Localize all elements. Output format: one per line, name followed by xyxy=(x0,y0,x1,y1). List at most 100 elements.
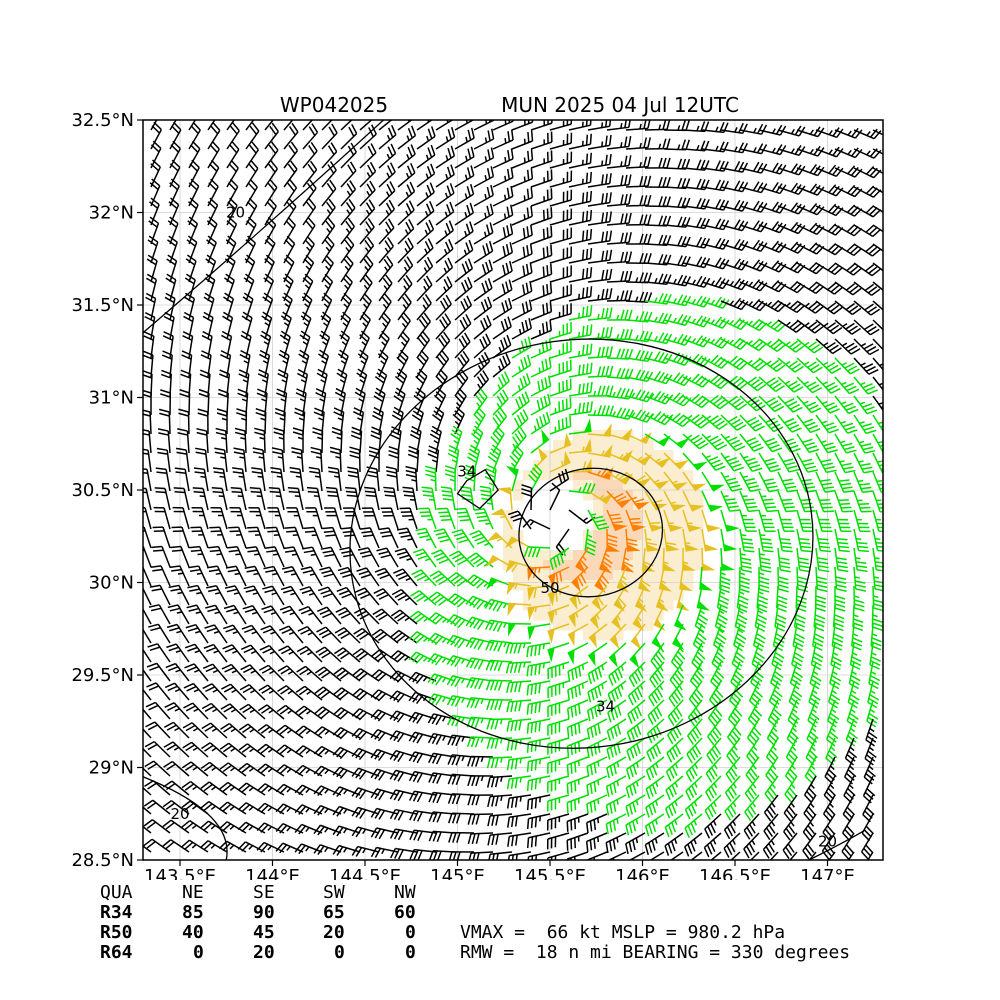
wind-barb xyxy=(568,381,593,397)
wind-barb xyxy=(701,394,729,410)
wind-barb xyxy=(359,527,380,549)
wind-barb xyxy=(783,813,798,841)
r64-sw: 0 xyxy=(334,942,345,963)
wind-barb xyxy=(687,718,703,745)
wind-barb xyxy=(302,546,323,568)
wind-barb xyxy=(506,794,532,809)
shade-cell xyxy=(623,570,634,581)
wind-barb xyxy=(783,794,798,822)
r50-se: 45 xyxy=(253,922,275,943)
wind-barb xyxy=(487,832,513,846)
wind-barb xyxy=(530,319,552,340)
wind-barb xyxy=(796,319,824,334)
wind-barb xyxy=(663,294,692,307)
shade-cell xyxy=(603,600,614,611)
wind-barb xyxy=(467,794,494,806)
col-header-se: SE xyxy=(253,882,275,903)
wind-barb xyxy=(815,146,844,158)
wind-barb xyxy=(372,608,399,625)
wind-barb xyxy=(202,663,228,682)
wind-barb xyxy=(397,218,415,245)
wind-barb xyxy=(352,648,380,663)
wind-barb xyxy=(587,268,613,283)
wind-barb xyxy=(276,704,304,720)
wind-barb xyxy=(376,547,399,568)
wind-barb xyxy=(262,585,285,606)
wind-barb xyxy=(454,332,471,359)
wind-barb xyxy=(143,799,171,815)
wind-barb xyxy=(341,526,361,549)
shade-cell xyxy=(613,530,624,541)
shade-cell xyxy=(643,570,654,581)
wind-barb xyxy=(394,368,408,397)
wind-barb xyxy=(283,546,304,568)
shade-cell xyxy=(533,600,544,611)
wind-barb xyxy=(466,552,494,568)
wind-barb xyxy=(682,528,700,552)
wind-barb xyxy=(547,642,570,663)
shade-cell xyxy=(553,600,564,611)
wind-barb xyxy=(486,737,513,750)
wind-barb xyxy=(720,355,749,371)
wind-barb xyxy=(183,682,209,701)
wind-barb xyxy=(418,507,437,530)
wind-barb xyxy=(523,546,551,558)
wind-barb xyxy=(705,775,722,802)
wind-barb xyxy=(486,718,513,730)
wind-barb xyxy=(587,230,613,245)
wind-barb xyxy=(526,699,551,715)
wind-barb xyxy=(758,201,787,214)
wind-barb xyxy=(815,566,828,593)
shade-cell xyxy=(663,450,674,461)
shade-cell xyxy=(533,560,544,571)
wind-barb xyxy=(359,274,373,302)
shade-cell xyxy=(593,620,604,631)
y-tick-label: 28.5°N xyxy=(71,850,134,871)
wind-barb xyxy=(704,813,722,839)
y-tick-label: 31.5°N xyxy=(71,295,134,316)
wind-barb xyxy=(216,408,228,435)
wind-barb xyxy=(143,825,152,834)
wind-barb xyxy=(777,471,799,493)
wind-barb xyxy=(409,610,437,625)
wind-barb xyxy=(200,820,228,834)
shade-cell xyxy=(693,540,704,551)
wind-barb xyxy=(187,584,209,606)
wind-barb xyxy=(606,120,631,131)
wind-barb xyxy=(152,526,171,549)
wind-barb xyxy=(289,466,304,492)
wind-barb xyxy=(321,217,336,245)
wind-barb xyxy=(359,236,375,264)
wind-barb xyxy=(454,146,475,169)
wind-barb xyxy=(701,374,730,390)
wind-barb xyxy=(371,628,399,644)
wind-barb xyxy=(313,765,342,777)
wind-barb xyxy=(506,581,532,596)
wind-barb xyxy=(526,718,551,734)
wind-barb xyxy=(568,418,592,435)
wind-barb xyxy=(297,625,323,644)
wind-barb xyxy=(665,775,684,800)
wind-barb xyxy=(568,171,593,188)
wind-barb xyxy=(853,243,881,257)
wind-barb xyxy=(427,673,456,686)
wind-barb xyxy=(302,273,314,302)
shade-cell xyxy=(603,440,614,451)
wind-barb xyxy=(686,737,703,764)
wind-barb xyxy=(743,813,760,840)
shade-cell xyxy=(673,470,684,481)
wind-barb xyxy=(787,699,800,728)
wind-barb xyxy=(527,604,551,621)
wind-barb xyxy=(720,490,741,512)
wind-barb xyxy=(492,204,514,226)
shade-cell xyxy=(663,480,674,491)
row-label-r34: R34 xyxy=(100,902,133,923)
wind-barb xyxy=(666,737,684,763)
wind-barb xyxy=(707,718,722,746)
wind-barb xyxy=(486,699,513,711)
wind-barb xyxy=(645,794,665,818)
wind-barb xyxy=(239,349,251,378)
wind-barb xyxy=(665,756,684,782)
wind-barb xyxy=(340,292,353,321)
wind-barb xyxy=(454,239,474,264)
